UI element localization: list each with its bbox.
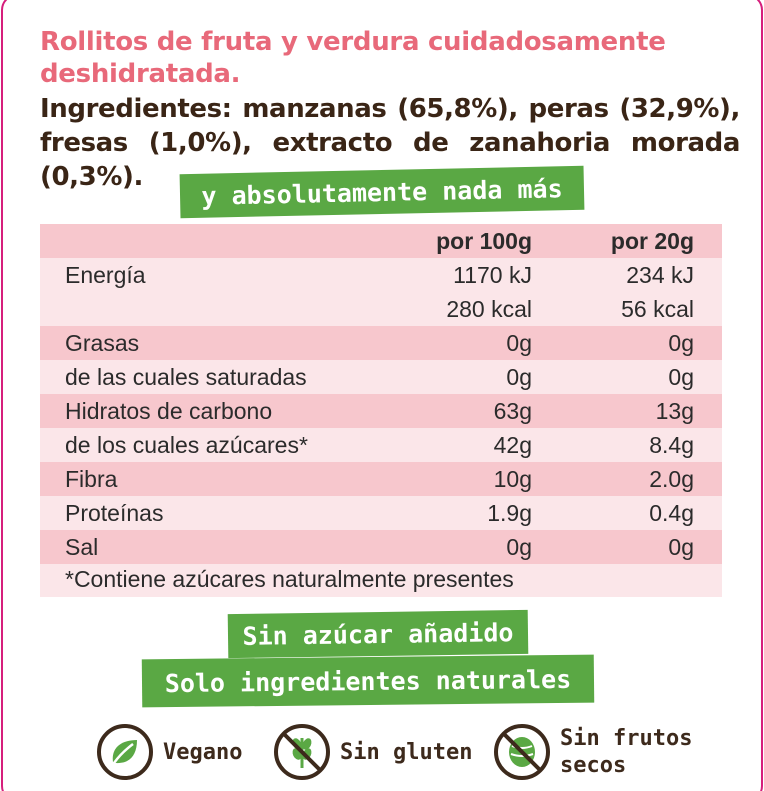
- row-label: Sal: [65, 534, 99, 560]
- table-row: Sal 0g 0g: [40, 530, 722, 564]
- gluten-free-badge: Sin gluten: [274, 722, 472, 782]
- table-band-sal: [40, 530, 722, 564]
- row-value-20g: 234 kJ: [626, 262, 694, 288]
- row-value-20g: 0.4g: [649, 500, 694, 526]
- table-band-fibra: [40, 462, 722, 496]
- row-label: Fibra: [65, 466, 118, 492]
- product-subtitle: Rollitos de fruta y verdura cuidadosamen…: [40, 27, 666, 89]
- row-value-20g: 2.0g: [649, 466, 694, 492]
- row-value-20g: 13g: [655, 398, 694, 424]
- table-band-hidratos: [40, 394, 722, 428]
- row-value-20g: 0g: [668, 534, 694, 560]
- table-row: Grasas 0g 0g: [40, 326, 722, 360]
- header-per-20g: por 20g: [610, 228, 694, 254]
- row-label: Grasas: [65, 330, 140, 356]
- row-value-20g: 56 kcal: [621, 296, 694, 322]
- row-value-20g: 0g: [668, 364, 694, 390]
- row-value-100g: 280 kcal: [446, 296, 532, 322]
- row-value-100g: 0g: [506, 364, 532, 390]
- row-value-20g: 0g: [668, 330, 694, 356]
- table-header-row: por 100g por 20g: [40, 224, 722, 258]
- table-header-band: [40, 224, 722, 258]
- row-label: de las cuales saturadas: [65, 364, 307, 390]
- table-band-grasas: [40, 326, 722, 360]
- row-value-20g: 8.4g: [649, 432, 694, 458]
- table-row: Proteínas 1.9g 0.4g: [40, 496, 722, 530]
- natural-ingredients-banner: Solo ingredientes naturales: [141, 654, 595, 708]
- nut-free-label-line2: secos: [560, 753, 627, 778]
- nut-free-label-line1: Sin frutos: [560, 726, 693, 751]
- table-row: Hidratos de carbono 63g 13g: [40, 394, 722, 428]
- row-value-100g: 10g: [493, 466, 532, 492]
- nutrition-table: por 100g por 20g Energía 1170 kJ 234 kJ …: [40, 224, 722, 597]
- vegan-badge: Vegano: [97, 722, 242, 782]
- nut-free-badge: Sin frutos secos: [494, 722, 692, 782]
- ingredients-text: Ingredientes: manzanas (65,8%), peras (3…: [40, 94, 740, 192]
- no-wheat-icon: [274, 724, 330, 780]
- row-label: Energía: [65, 262, 146, 288]
- table-row: Energía 1170 kJ 234 kJ: [40, 258, 722, 292]
- no-added-sugar-banner: Sin azúcar añadido: [227, 609, 529, 659]
- nut-free-label: Sin frutos secos: [560, 725, 692, 779]
- row-value-100g: 42g: [493, 432, 532, 458]
- row-label: de los cuales azúcares*: [65, 432, 308, 458]
- nothing-more-banner: y absolutamente nada más: [179, 165, 585, 219]
- row-label: Proteínas: [65, 500, 164, 526]
- table-row: Fibra 10g 2.0g: [40, 462, 722, 496]
- row-value-100g: 0g: [506, 330, 532, 356]
- header-per-100g: por 100g: [436, 228, 532, 254]
- table-row: de los cuales azúcares* 42g 8.4g: [40, 428, 722, 462]
- vegan-label: Vegano: [163, 739, 243, 765]
- row-label: Hidratos de carbono: [65, 398, 273, 424]
- table-row: de las cuales saturadas 0g 0g: [40, 360, 722, 394]
- no-nut-icon: [494, 724, 550, 780]
- row-value-100g: 1.9g: [487, 500, 532, 526]
- table-row: 280 kcal 56 kcal: [40, 292, 722, 326]
- sugar-footnote: *Contiene azúcares naturalmente presente…: [65, 566, 514, 592]
- row-value-100g: 0g: [506, 534, 532, 560]
- gluten-free-label: Sin gluten: [340, 739, 473, 765]
- row-value-100g: 63g: [493, 398, 532, 424]
- leaf-icon: [97, 724, 153, 780]
- row-value-100g: 1170 kJ: [453, 262, 532, 288]
